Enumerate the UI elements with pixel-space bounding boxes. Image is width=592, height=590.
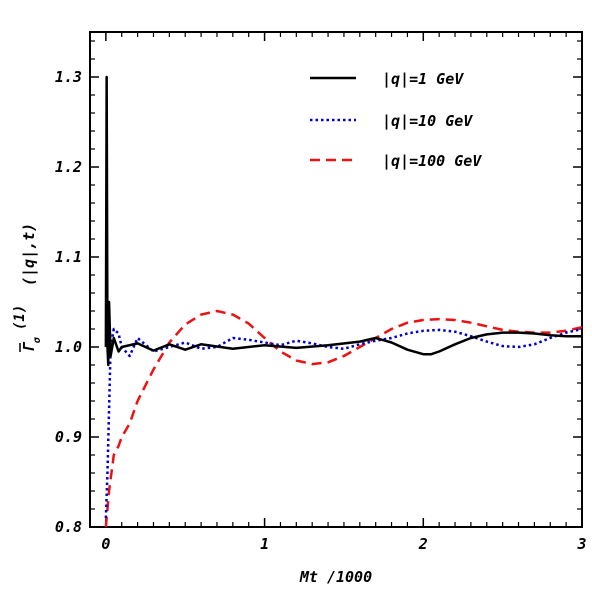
series-line-2 (104, 309, 583, 528)
y-axis-label-sub: σ (32, 337, 43, 344)
y-tick-label: 1.2 (55, 158, 82, 176)
x-tick-label: 2 (418, 535, 428, 553)
axis-ticks (89, 32, 583, 528)
x-axis-label: Mt /1000 (299, 568, 372, 586)
y-tick-label: 1.0 (55, 338, 82, 356)
plot-frame (89, 31, 583, 528)
y-tick-label: 0.8 (55, 518, 82, 536)
legend-label-series-0: |q|=1 GeV (382, 70, 464, 89)
series-line-1 (104, 327, 583, 519)
y-axis-label-args: (|q|,t) (20, 223, 39, 286)
axis-tick-labels: 0 1 2 3 0.8 0.9 1.0 1.1 1.2 1.3 (55, 68, 587, 553)
y-axis-label-sup: (1) (12, 305, 28, 330)
y-axis-label-main: Γ (20, 341, 38, 352)
legend-label-series-1: |q|=10 GeV (382, 112, 473, 131)
series-line-0 (104, 75, 582, 367)
x-tick-label: 3 (576, 535, 586, 553)
x-tick-label: 0 (101, 535, 110, 553)
y-tick-label: 1.3 (55, 68, 82, 86)
y-tick-label: 0.9 (55, 428, 82, 446)
y-axis-label: Γ σ (1) (|q|,t) (12, 223, 43, 352)
y-tick-label: 1.1 (55, 248, 82, 266)
x-tick-label: 1 (260, 535, 269, 553)
legend-label-series-2: |q|=100 GeV (382, 152, 482, 171)
series-layer (104, 75, 583, 528)
legend: |q|=1 GeV |q|=10 GeV |q|=100 GeV (310, 70, 482, 171)
